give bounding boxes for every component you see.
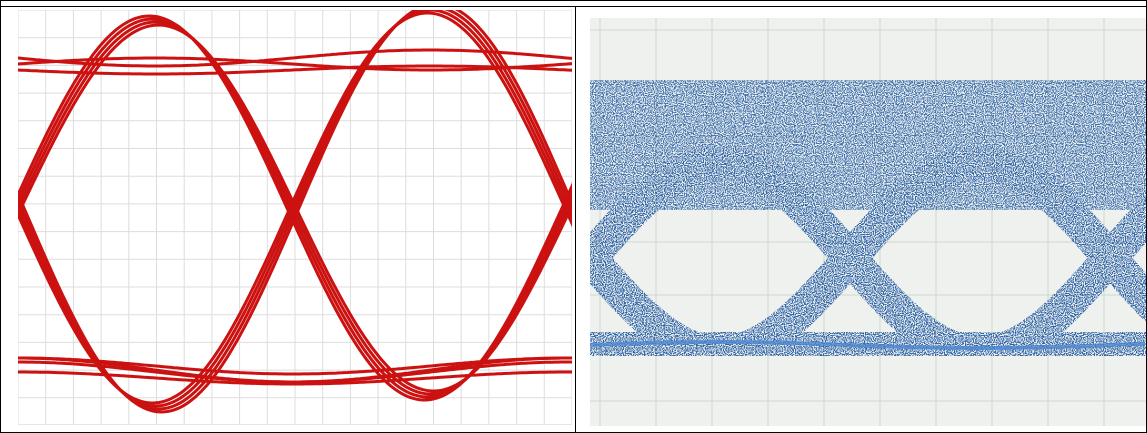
page bbox=[0, 0, 1147, 433]
blue-eye-diagram bbox=[560, 18, 1147, 426]
figure-table bbox=[0, 0, 1147, 433]
red-eye-diagram bbox=[0, 4, 600, 425]
